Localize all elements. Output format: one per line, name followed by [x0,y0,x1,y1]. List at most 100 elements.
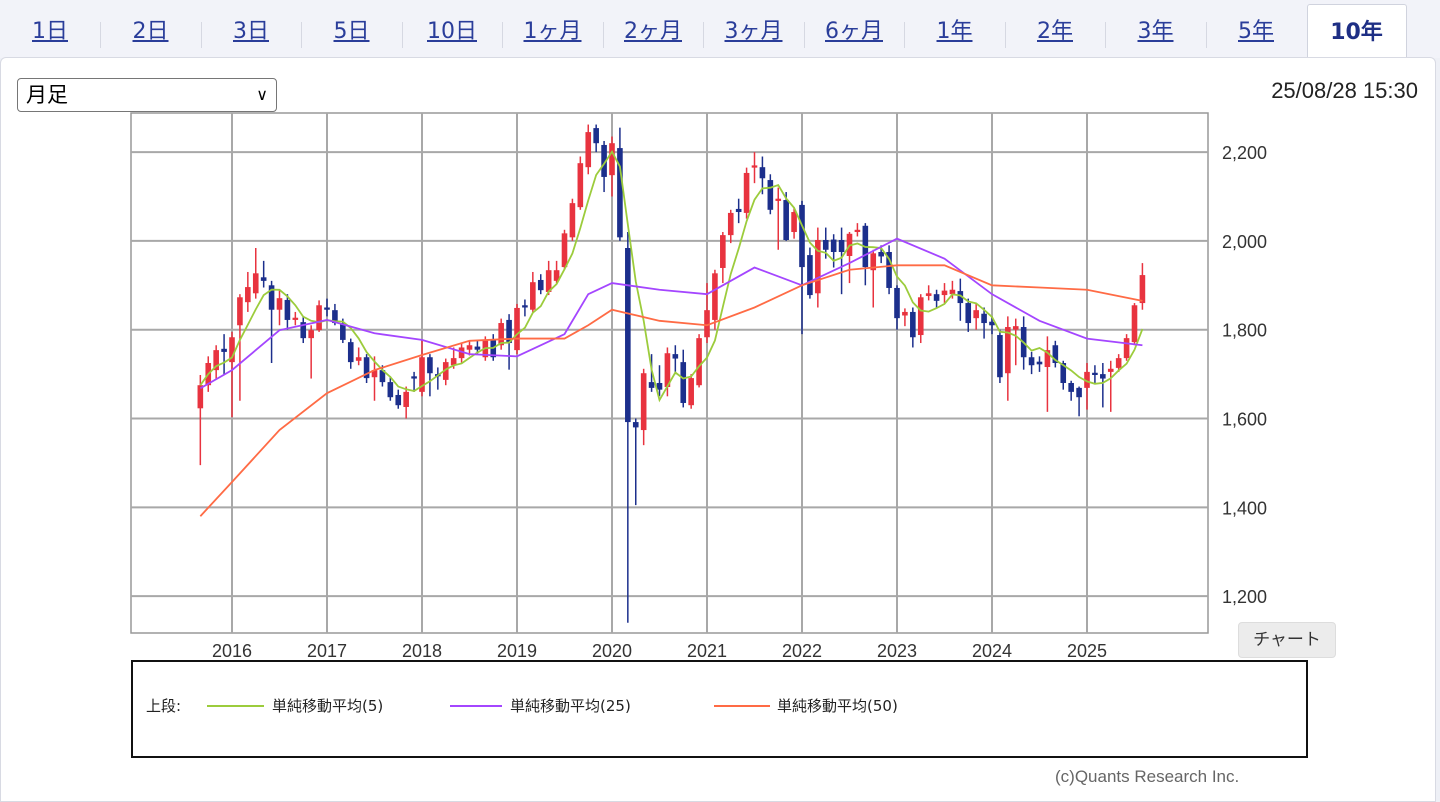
candle-body [498,323,504,346]
candle-body [427,357,433,374]
candle-body [878,251,884,257]
tab-2日[interactable]: 2日 [101,4,202,58]
tab-1ヶ月[interactable]: 1ヶ月 [503,4,604,58]
candle-body [767,180,774,210]
xtick-label: 2025 [1067,641,1107,661]
candle-body [1092,372,1098,375]
xtick-label: 2023 [877,641,917,661]
candle-body [680,362,687,403]
candle-body [957,291,964,304]
ytick-label: 1,800 [1222,321,1267,341]
candle-body [917,297,924,336]
candle-body [743,172,750,213]
candle-body [854,229,861,233]
candle-body [775,198,782,201]
ma5-line [199,149,1144,403]
candle-body [672,354,679,359]
candle-body [284,299,291,320]
candle-body [1107,368,1114,372]
tab-3年[interactable]: 3年 [1106,4,1207,58]
candle-body [268,285,275,310]
candle-body [308,330,314,339]
tab-6ヶ月[interactable]: 6ヶ月 [804,4,905,58]
candle-body [625,247,631,423]
candle-body [1005,327,1011,374]
period-tabs: 1日 2日 3日 5日 10日 1ヶ月 2ヶ月 3ヶ月 6ヶ月 1年 2年 3年 5年 10年 [0,0,1440,58]
ma50-line [199,264,1143,517]
candle-body [830,239,837,252]
candle-body [925,293,932,296]
legend-line-ma50 [714,705,770,707]
candle-body [727,212,734,236]
candle-body [197,385,204,409]
candlestick-chart: 1,200 1,400 1,600 1,800 2,000 2,200 2016 2017 20… [130,112,1267,661]
ytick-label: 2,000 [1222,232,1267,252]
candle-body [411,376,417,379]
xtick-label: 2020 [592,641,632,661]
candle-body [332,310,338,324]
candle-body [347,342,354,363]
candle-body [632,422,639,428]
tab-3日[interactable]: 3日 [201,4,302,58]
candle-body [1139,275,1146,304]
legend: 上段: 単純移動平均(5) 単純移動平均(25) 単純移動平均(50) [131,660,1308,758]
tab-2年[interactable]: 2年 [1005,4,1106,58]
candle-body [522,305,528,308]
candle-body [585,132,592,168]
tab-5日[interactable]: 5日 [302,4,403,58]
candle-body [387,382,394,398]
period-select[interactable]: 月足 ∨ [17,78,277,112]
candle-body [807,255,813,296]
chart-button[interactable]: チャート [1238,622,1336,658]
candle-body [949,289,956,295]
candle-body [474,346,481,350]
candle-body [973,310,979,319]
xtick-label: 2021 [687,641,727,661]
candle-body [252,273,259,294]
candle-body [1084,371,1090,388]
tab-1日[interactable]: 1日 [0,4,101,58]
candle-body [1052,345,1059,364]
candle-body [799,204,805,268]
candle-body [340,323,346,340]
xtick-label: 2022 [782,641,822,661]
candle-body [316,305,322,331]
candle-body [577,163,584,208]
candle-body [371,370,378,378]
tab-10日[interactable]: 10日 [402,4,503,58]
candle-body [395,394,402,406]
candle-body [601,144,607,177]
ma25-line [199,237,1143,390]
candle-body [355,357,362,361]
xtick-label: 2016 [212,641,252,661]
candle-body [941,290,948,296]
tab-1年[interactable]: 1年 [905,4,1006,58]
candle-body [1076,387,1082,398]
candle-body [822,240,829,250]
tab-10年[interactable]: 10年 [1306,4,1407,58]
candle-body [656,382,663,390]
candle-body [1012,326,1019,330]
candle-body [1060,363,1067,383]
candle-body [609,143,615,176]
candle-body [720,235,726,268]
candle-body [213,350,219,371]
candle-body [910,311,916,338]
candle-body [1100,374,1106,379]
candle-body [712,273,718,320]
candle-body [648,382,655,388]
candle-body [553,270,560,281]
candle-body [997,335,1003,378]
legend-label-ma50: 単純移動平均(50) [777,697,898,715]
xtick-label: 2018 [402,641,442,661]
tab-3ヶ月[interactable]: 3ヶ月 [704,4,805,58]
tab-2ヶ月[interactable]: 2ヶ月 [603,4,704,58]
tab-5年[interactable]: 5年 [1238,19,1274,44]
candle-body [704,310,710,338]
legend-label-ma25: 単純移動平均(25) [510,697,631,715]
candle-body [1115,358,1122,368]
candle-body [688,378,694,406]
candle-body [276,298,283,310]
candle-body [506,319,512,344]
candle-body [229,337,235,363]
